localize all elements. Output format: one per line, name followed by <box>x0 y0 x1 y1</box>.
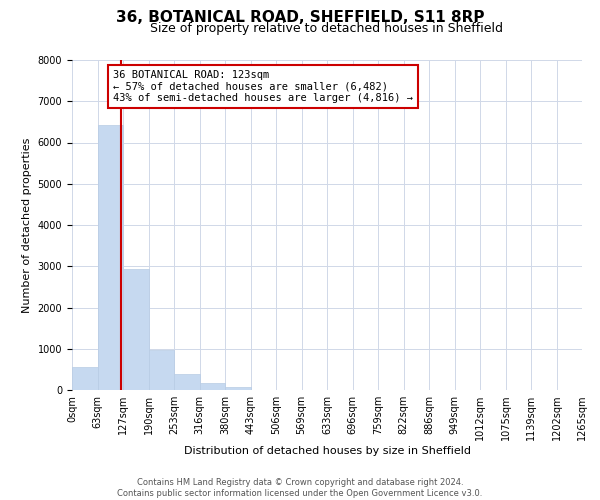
Y-axis label: Number of detached properties: Number of detached properties <box>22 138 32 312</box>
Bar <box>123 268 149 390</box>
Text: 36 BOTANICAL ROAD: 123sqm
← 57% of detached houses are smaller (6,482)
43% of se: 36 BOTANICAL ROAD: 123sqm ← 57% of detac… <box>113 70 413 103</box>
Text: 36, BOTANICAL ROAD, SHEFFIELD, S11 8RP: 36, BOTANICAL ROAD, SHEFFIELD, S11 8RP <box>116 10 484 25</box>
Text: Contains HM Land Registry data © Crown copyright and database right 2024.
Contai: Contains HM Land Registry data © Crown c… <box>118 478 482 498</box>
Title: Size of property relative to detached houses in Sheffield: Size of property relative to detached ho… <box>151 22 503 35</box>
Bar <box>199 384 225 390</box>
Bar <box>97 125 123 390</box>
Bar <box>72 367 97 390</box>
Bar <box>225 386 251 390</box>
X-axis label: Distribution of detached houses by size in Sheffield: Distribution of detached houses by size … <box>184 446 470 456</box>
Bar <box>149 350 174 390</box>
Bar <box>174 374 199 390</box>
